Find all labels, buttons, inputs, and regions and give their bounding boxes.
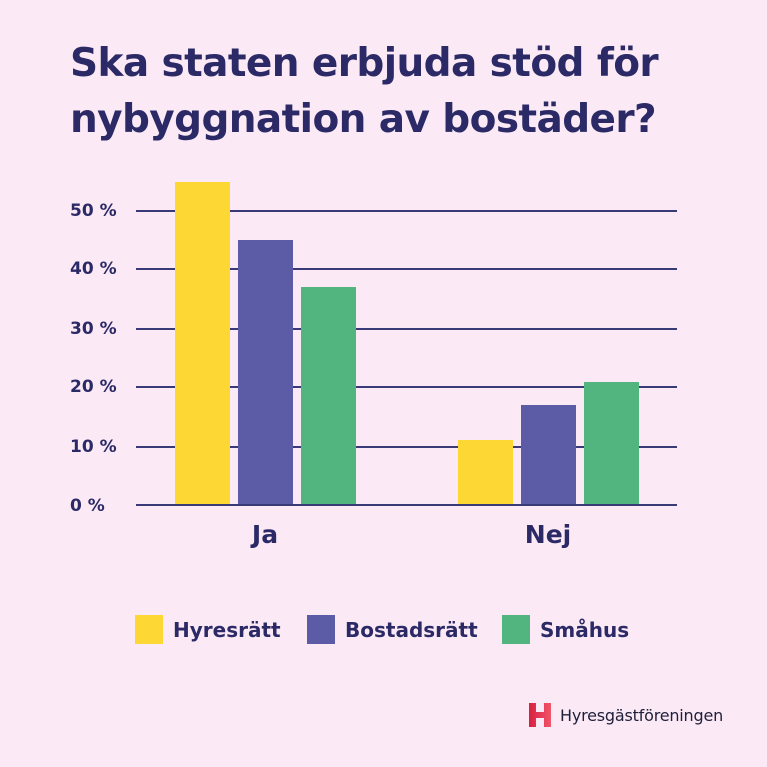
x-label-ja: Ja bbox=[251, 520, 279, 549]
chart-title: Ska staten erbjuda stöd för nybyggnation… bbox=[70, 41, 659, 142]
y-tick-20: 20 % bbox=[70, 377, 117, 397]
y-tick-40: 40 % bbox=[70, 259, 117, 279]
bar-nej-smhus bbox=[584, 382, 639, 505]
gridline-50 bbox=[136, 210, 677, 212]
bar-nej-hyresrtt bbox=[458, 440, 513, 505]
legend-swatch-smahus bbox=[502, 615, 530, 644]
legend-item-hyresratt: Hyresrätt bbox=[135, 615, 281, 644]
baseline bbox=[136, 504, 677, 506]
gridline-40 bbox=[136, 268, 677, 270]
legend-item-smahus: Småhus bbox=[502, 615, 629, 644]
logo-text: Hyresgästföreningen bbox=[560, 705, 724, 725]
gridline-30 bbox=[136, 328, 677, 330]
brand-logo: Hyresgästföreningen bbox=[529, 703, 723, 727]
bar-ja-hyresrtt bbox=[175, 182, 230, 505]
h-logo-icon bbox=[529, 703, 551, 727]
legend-label-bostadsratt: Bostadsrätt bbox=[345, 617, 478, 642]
y-tick-50: 50 % bbox=[70, 201, 117, 221]
bar-ja-bostadsrtt bbox=[238, 240, 293, 505]
y-tick-30: 30 % bbox=[70, 319, 117, 339]
legend-label-hyresratt: Hyresrätt bbox=[173, 617, 281, 642]
y-tick-10: 10 % bbox=[70, 437, 117, 457]
legend-item-bostadsratt: Bostadsrätt bbox=[307, 615, 478, 644]
gridline-20 bbox=[136, 386, 677, 388]
legend-swatch-bostadsratt bbox=[307, 615, 335, 644]
legend-swatch-hyresratt bbox=[135, 615, 163, 644]
legend-label-smahus: Småhus bbox=[540, 617, 630, 642]
x-label-nej: Nej bbox=[524, 520, 572, 549]
y-tick-0: 0 % bbox=[70, 496, 105, 516]
bar-ja-smhus bbox=[301, 287, 356, 505]
gridline-10 bbox=[136, 446, 677, 448]
bar-nej-bostadsrtt bbox=[521, 405, 576, 505]
